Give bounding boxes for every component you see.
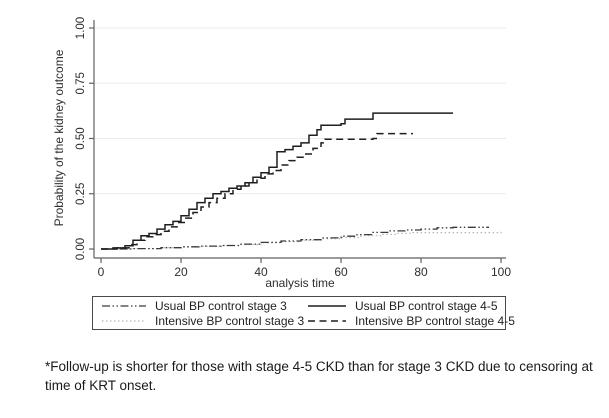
footnote-line-1: *Follow-up is shorter for those with sta… <box>45 359 593 374</box>
legend-line-sample-solid-icon <box>308 304 346 307</box>
legend-line-sample-dashed-icon <box>308 319 346 322</box>
footnote: *Follow-up is shorter for those with sta… <box>45 358 600 396</box>
legend-line-sample-dotted-light-icon <box>102 319 146 322</box>
svg-text:40: 40 <box>254 265 268 279</box>
legend-label: Intensive BP control stage 3 <box>155 313 305 328</box>
svg-text:0.00: 0.00 <box>75 238 87 260</box>
legend-item-intensive-stage45: Intensive BP control stage 4-5 <box>307 314 515 328</box>
axis-ticks <box>89 27 502 263</box>
svg-text:60: 60 <box>334 265 348 279</box>
legend-label: Usual BP control stage 4-5 <box>355 298 498 313</box>
svg-text:20: 20 <box>174 265 188 279</box>
x-axis-title: analysis time <box>265 276 335 290</box>
svg-text:0.75: 0.75 <box>75 72 87 94</box>
svg-text:0.50: 0.50 <box>75 127 87 149</box>
survival-curves <box>101 112 502 250</box>
svg-text:1.00: 1.00 <box>75 17 87 39</box>
chart-legend: Usual BP control stage 3 Usual BP contro… <box>92 296 515 330</box>
legend-item-usual-stage3: Usual BP control stage 3 <box>101 299 307 313</box>
svg-text:80: 80 <box>414 265 428 279</box>
legend-item-usual-stage45: Usual BP control stage 4-5 <box>307 299 505 313</box>
legend-label: Intensive BP control stage 4-5 <box>355 313 515 328</box>
gridlines <box>94 27 506 195</box>
km-chart-plot: 0.00 0.25 0.50 0.75 1.00 0 20 40 60 80 100 Probabi… <box>52 17 511 290</box>
y-axis-title: Probability of the kidney outcome <box>52 49 66 226</box>
svg-text:100: 100 <box>491 265 511 279</box>
legend-item-intensive-stage3: Intensive BP control stage 3 <box>101 314 307 328</box>
axis-tick-labels: 0.00 0.25 0.50 0.75 1.00 0 20 40 60 80 100 <box>75 17 511 279</box>
footnote-line-2: time of KRT onset. <box>45 377 157 393</box>
svg-text:0.25: 0.25 <box>75 183 87 205</box>
svg-text:0: 0 <box>98 265 105 279</box>
legend-label: Usual BP control stage 3 <box>155 298 287 313</box>
legend-line-sample-dash-dot-icon <box>102 304 146 307</box>
